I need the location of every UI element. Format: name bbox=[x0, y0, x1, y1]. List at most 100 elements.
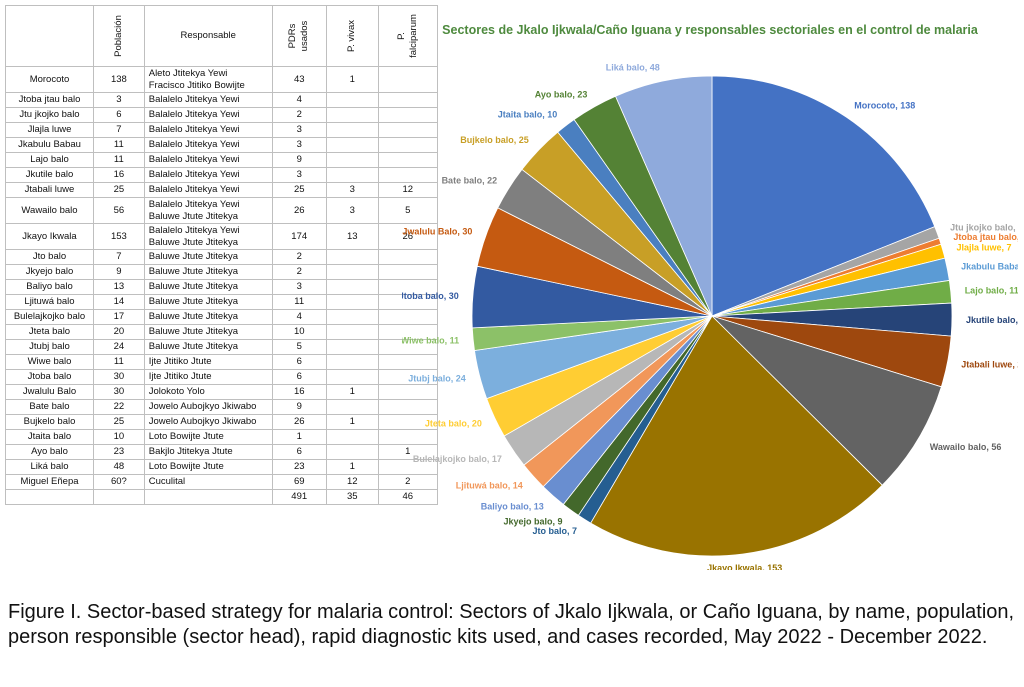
cell-sector: Wawailo balo bbox=[5, 197, 94, 224]
responsible-name: Balalelo Jtitekya Yewi bbox=[148, 94, 240, 105]
cell-vivax: 1 bbox=[325, 459, 379, 475]
cell-sector: Jtoba jtau balo bbox=[5, 92, 94, 108]
slice-label: Jtoba jtau balo, 3 bbox=[953, 232, 1018, 242]
cell-population: 6 bbox=[93, 107, 145, 123]
responsible-name: Loto Bowijte Jtute bbox=[148, 461, 224, 472]
responsible-name: Balalelo Jtitekya Yewi bbox=[148, 154, 240, 165]
cell-population: 10 bbox=[93, 429, 145, 445]
cell-responsible: Balalelo Jtitekya Yewi Baluwe Jtute Jtite… bbox=[143, 197, 273, 224]
slice-label: Bulelajkojko balo, 17 bbox=[413, 454, 502, 464]
cell-responsible: Balalelo Jtitekya Yewi bbox=[143, 92, 273, 108]
cell-falciparum: 26 bbox=[377, 223, 438, 250]
cell-rdt-used: 9 bbox=[271, 152, 327, 168]
cell-sector: Ayo balo bbox=[5, 444, 94, 460]
cell-vivax: 3 bbox=[325, 197, 379, 224]
cell-population: 60? bbox=[93, 474, 145, 490]
table-row: Bulelajkojko balo 17 Baluwe Jtute Jtitekya… bbox=[5, 309, 438, 325]
slice-label: Jtabali luwe, 25 bbox=[961, 359, 1018, 369]
cell-sector: Jtoba balo bbox=[5, 369, 94, 385]
cell-sector: Jtu jkojko balo bbox=[5, 107, 94, 123]
cell-sector: Baliyo balo bbox=[5, 279, 94, 295]
cell-responsible: Baluwe Jtute Jtitekya bbox=[143, 249, 273, 265]
cell-rdt-used: 23 bbox=[271, 459, 327, 475]
responsible-name: Baluwe Jtute Jtitekya bbox=[148, 266, 238, 277]
table-row: Lajo balo 11 Balalelo Jtitekya Yewi 9 bbox=[5, 152, 438, 168]
total-rdt-used: 491 bbox=[271, 489, 327, 505]
cell-vivax bbox=[325, 264, 379, 280]
pie-slice bbox=[711, 75, 936, 317]
slice-label: Jlajla luwe, 7 bbox=[957, 242, 1012, 252]
responsible-name: Bakjlo Jtitekya Jtute bbox=[148, 446, 233, 457]
cell-population: 7 bbox=[93, 249, 145, 265]
slice-label: Bujkelo balo, 25 bbox=[460, 135, 529, 145]
header-population-label: Población bbox=[112, 15, 124, 57]
header-falciparum: P. falciparum bbox=[377, 5, 438, 67]
cell-rdt-used: 4 bbox=[271, 92, 327, 108]
cell-vivax bbox=[325, 279, 379, 295]
cell-vivax bbox=[325, 137, 379, 153]
slice-label: Jtu jkojko balo, 6 bbox=[950, 223, 1018, 233]
cell-sector: Jtabali luwe bbox=[5, 182, 94, 198]
cell-responsible: Baluwe Jtute Jtitekya bbox=[143, 324, 273, 340]
responsible-name: Baluwe Jtute Jtitekya bbox=[148, 326, 238, 337]
responsible-name: Balalelo Jtitekya Yewi bbox=[148, 109, 240, 120]
totals-row: 491 35 46 bbox=[5, 489, 438, 505]
table-row: Morocoto 138 Aleto Jtitekya Yewi Fracisco J… bbox=[5, 66, 438, 93]
cell-vivax bbox=[325, 107, 379, 123]
responsible-name: Loto Bowijte Jtute bbox=[148, 431, 224, 442]
cell-vivax bbox=[325, 444, 379, 460]
cell-rdt-used: 2 bbox=[271, 264, 327, 280]
cell-sector: Jkutile balo bbox=[5, 167, 94, 183]
cell-rdt-used: 6 bbox=[271, 354, 327, 370]
cell-population: 11 bbox=[93, 152, 145, 168]
cell-vivax bbox=[325, 354, 379, 370]
cell-responsible: Balalelo Jtitekya Yewi bbox=[143, 152, 273, 168]
cell-sector: Jtaita balo bbox=[5, 429, 94, 445]
cell-responsible: Balalelo Jtitekya Yewi bbox=[143, 167, 273, 183]
cell-rdt-used: 1 bbox=[271, 429, 327, 445]
cell-sector: Jto balo bbox=[5, 249, 94, 265]
cell-rdt-used: 10 bbox=[271, 324, 327, 340]
cell-sector: Wiwe balo bbox=[5, 354, 94, 370]
table-row: Ayo balo 23 Bakjlo Jtitekya Jtute 6 1 bbox=[5, 444, 438, 460]
cell-vivax bbox=[325, 339, 379, 355]
cell-population: 56 bbox=[93, 197, 145, 224]
responsible-name: Jowelo Aubojkyo Jkiwabo bbox=[148, 401, 257, 412]
cell-rdt-used: 5 bbox=[271, 339, 327, 355]
slice-label: Liká balo, 48 bbox=[606, 62, 660, 72]
cell-sector: Jkabulu Babau bbox=[5, 137, 94, 153]
slice-label: Jkyejo balo, 9 bbox=[503, 516, 562, 526]
total-falciparum: 46 bbox=[377, 489, 438, 505]
cell-responsible: Jowelo Aubojkyo Jkiwabo bbox=[143, 414, 273, 430]
cell-population: 17 bbox=[93, 309, 145, 325]
header-rdt-used: PDRs usados bbox=[271, 5, 327, 67]
slice-label: Jtaita balo, 10 bbox=[498, 110, 558, 120]
responsible-name: Baluwe Jtute Jtitekya bbox=[148, 210, 238, 222]
cell-vivax: 1 bbox=[325, 384, 379, 400]
table-header-row: Población Responsable PDRs usados P. viv… bbox=[5, 5, 438, 67]
pie-chart: Sectores de Jkalo Ijkwala/Caño Iguana y … bbox=[402, 23, 1018, 570]
cell-population: 25 bbox=[93, 182, 145, 198]
cell-sector: Jtubj balo bbox=[5, 339, 94, 355]
cell-responsible: Baluwe Jtute Jtitekya bbox=[143, 264, 273, 280]
cell-responsible: Baluwe Jtute Jtitekya bbox=[143, 309, 273, 325]
slice-label: Jtoba balo, 30 bbox=[402, 291, 459, 301]
cell-vivax bbox=[325, 167, 379, 183]
pie-slice bbox=[590, 315, 883, 557]
responsible-name: Jowelo Aubojkyo Jkiwabo bbox=[148, 416, 257, 427]
slice-label: Jkutile balo, 16 bbox=[966, 315, 1018, 325]
cell-responsible: Loto Bowijte Jtute bbox=[143, 429, 273, 445]
cell-vivax: 13 bbox=[325, 223, 379, 250]
responsible-name: Ijte Jtitiko Jtute bbox=[148, 356, 212, 367]
table-row: Jto balo 7 Baluwe Jtute Jtitekya 2 bbox=[5, 249, 438, 265]
table-row: Jkayo Ikwala 153 Balalelo Jtitekya Yewi Bal… bbox=[5, 223, 438, 250]
cell-sector: Ljituwá balo bbox=[5, 294, 94, 310]
header-responsible: Responsable bbox=[143, 5, 273, 67]
cell-rdt-used: 3 bbox=[271, 122, 327, 138]
cell-sector: Liká balo bbox=[5, 459, 94, 475]
table-row: Wiwe balo 11 Ijte Jtitiko Jtute 6 bbox=[5, 354, 438, 370]
cell-responsible: Bakjlo Jtitekya Jtute bbox=[143, 444, 273, 460]
cell-sector bbox=[5, 489, 94, 505]
cell-responsible: Baluwe Jtute Jtitekya bbox=[143, 279, 273, 295]
cell-rdt-used: 69 bbox=[271, 474, 327, 490]
